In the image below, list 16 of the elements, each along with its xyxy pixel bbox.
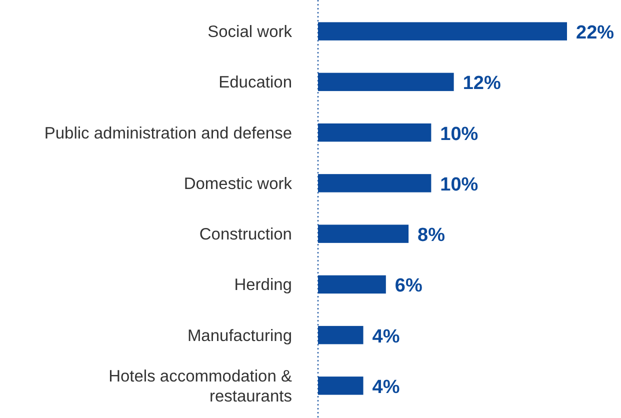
y-tick-label: Construction — [199, 226, 292, 244]
y-tick-label: Public administration and defense — [44, 124, 292, 142]
data-label: 8% — [418, 225, 446, 246]
data-label: 4% — [372, 326, 400, 348]
data-label: 12% — [462, 73, 501, 94]
y-tick-label: Education — [218, 74, 292, 92]
y-tick-label: Social work — [208, 23, 293, 42]
data-label: 10% — [440, 174, 478, 196]
y-tick-label: Manufacturing — [187, 326, 292, 345]
data-label: 10% — [440, 124, 478, 145]
y-tick-label: Herding — [234, 276, 292, 294]
data-label: 6% — [394, 276, 422, 297]
data-label: 4% — [372, 376, 400, 398]
data-label: 22% — [576, 22, 614, 44]
y-tick-label: Hotels accommodation & restaurants — [108, 367, 292, 406]
y-tick-label: Domestic work — [184, 174, 293, 193]
